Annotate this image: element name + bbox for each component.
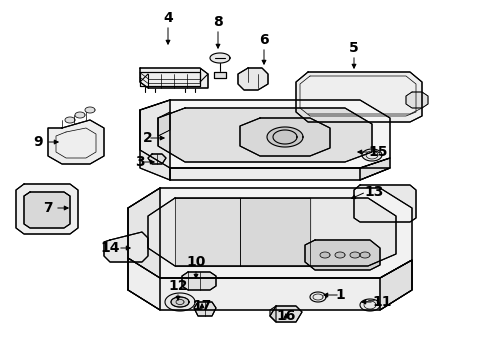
Polygon shape [148,154,165,164]
Polygon shape [148,198,395,266]
Polygon shape [295,72,421,122]
Polygon shape [359,252,369,258]
Polygon shape [140,100,170,180]
Polygon shape [353,185,415,222]
Polygon shape [128,258,411,310]
Polygon shape [266,127,303,147]
Polygon shape [359,158,389,180]
Polygon shape [240,198,309,266]
Polygon shape [140,72,200,86]
Polygon shape [359,299,379,311]
Text: 14: 14 [100,241,120,255]
Polygon shape [309,292,325,302]
Text: 9: 9 [33,135,43,149]
Polygon shape [175,198,240,266]
Polygon shape [48,120,104,164]
Text: 11: 11 [371,295,391,309]
Text: 8: 8 [213,15,223,29]
Polygon shape [319,252,329,258]
Polygon shape [85,107,95,113]
Polygon shape [269,306,275,322]
Polygon shape [405,92,427,108]
Polygon shape [269,306,302,322]
Polygon shape [209,53,229,63]
Text: 17: 17 [192,299,211,313]
Text: 12: 12 [168,279,187,293]
Polygon shape [334,252,345,258]
Polygon shape [158,112,170,136]
Polygon shape [75,112,85,118]
Polygon shape [140,100,389,168]
Polygon shape [194,302,216,316]
Text: 6: 6 [259,33,268,47]
Polygon shape [379,260,411,310]
Polygon shape [349,252,359,258]
Text: 10: 10 [186,255,205,269]
Text: 15: 15 [367,145,387,159]
Polygon shape [305,240,379,270]
Text: 5: 5 [348,41,358,55]
Polygon shape [16,184,78,234]
Polygon shape [158,108,371,162]
Polygon shape [170,168,389,180]
Text: 16: 16 [276,309,295,323]
Polygon shape [238,68,267,90]
Polygon shape [128,188,160,310]
Polygon shape [65,117,75,123]
Text: 3: 3 [135,155,144,169]
Polygon shape [214,72,225,78]
Text: 7: 7 [43,201,53,215]
Polygon shape [140,68,207,88]
Text: 2: 2 [143,131,153,145]
Polygon shape [361,149,381,161]
Polygon shape [182,272,216,290]
Text: 13: 13 [364,185,383,199]
Text: 4: 4 [163,11,173,25]
Text: 1: 1 [334,288,344,302]
Polygon shape [24,192,70,228]
Polygon shape [171,297,189,307]
Polygon shape [164,293,195,311]
Polygon shape [128,188,411,278]
Polygon shape [104,232,148,262]
Polygon shape [240,118,329,156]
